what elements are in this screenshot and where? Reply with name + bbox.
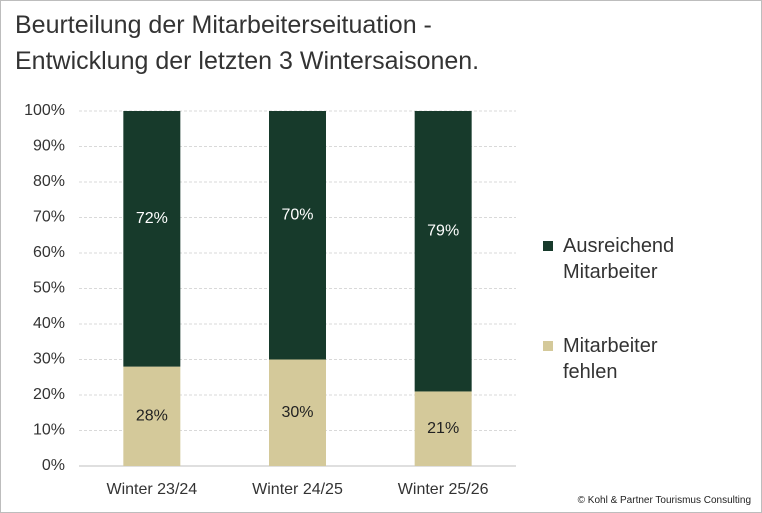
value-label: 28% [136,408,168,425]
legend-swatch [543,241,553,251]
value-label: 21% [427,420,459,437]
value-label: 30% [281,404,313,421]
bar-segment [269,359,326,466]
value-label: 72% [136,210,168,227]
y-tick-label: 50% [33,280,65,297]
x-tick-label: Winter 24/25 [252,481,343,498]
legend-label: Ausreichend Mitarbeiter [563,235,675,283]
y-tick-label: 70% [33,209,65,226]
y-tick-label: 40% [33,315,65,332]
y-tick-label: 10% [33,422,65,439]
y-tick-label: 30% [33,351,65,368]
y-tick-label: 20% [33,386,65,403]
bar-segment [123,111,181,367]
bar-segment [123,366,181,466]
y-tick-label: 80% [33,173,65,190]
legend-swatch [543,341,553,351]
legend-label: Mitarbeiter fehlen [563,335,658,383]
source: © Kohl & Partner Tourismus Consulting [577,495,751,506]
x-tick-label: Winter 23/24 [106,481,197,498]
bar-segment [269,111,326,360]
y-tick-label: 90% [33,138,65,155]
value-label: 79% [427,222,459,239]
bar-segment [414,111,472,392]
y-tick-label: 0% [42,457,65,474]
x-tick-label: Winter 25/26 [398,481,489,498]
y-tick-label: 60% [33,244,65,261]
bar-segment [414,391,472,466]
y-tick-label: 100% [24,102,65,119]
chart-title: Entwicklung der letzten 3 Wintersaisonen… [15,47,480,75]
value-label: 70% [281,206,313,223]
chart-title: Beurteilung der Mitarbeiterseituation - [15,11,432,39]
